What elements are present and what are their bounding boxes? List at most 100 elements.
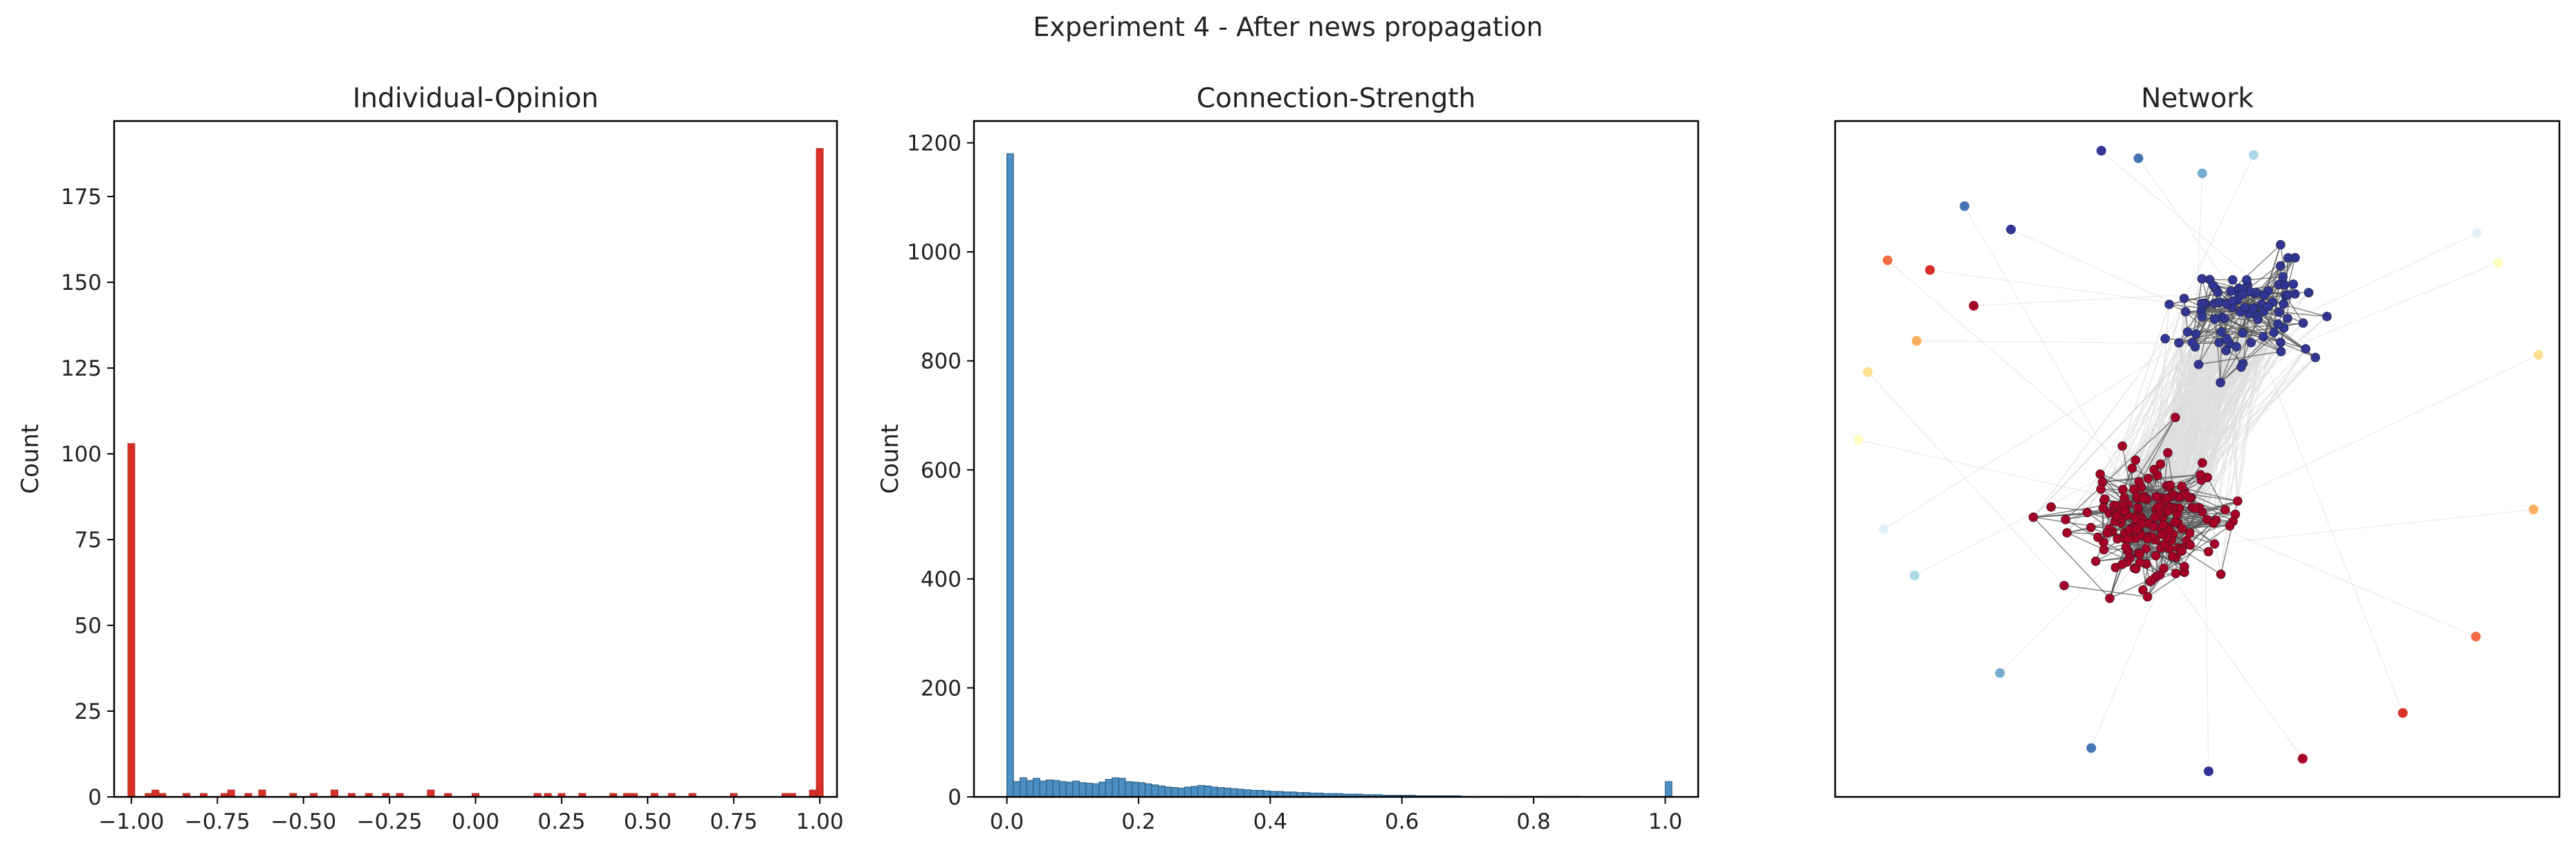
network-node [2151, 492, 2162, 502]
network-node [2193, 360, 2204, 369]
network-node-isolated [2133, 153, 2144, 163]
network-node [2227, 275, 2238, 285]
network-node [2216, 378, 2225, 387]
network-node [2258, 332, 2268, 342]
network-node-isolated [2528, 504, 2539, 515]
network-node [2283, 252, 2293, 263]
network-node [2096, 484, 2106, 494]
y-tick-label: 25 [75, 699, 102, 724]
network-node [2127, 463, 2137, 473]
network-node [2187, 338, 2198, 347]
histogram-bar [1204, 785, 1212, 798]
network-edge [2246, 276, 2283, 281]
network-edge-faint [1867, 371, 2065, 587]
network-node [2086, 522, 2096, 533]
x-tick-label: 0.8 [1516, 809, 1550, 834]
connection-strength-histogram-panel: Connection-Strength Count 0.0 0.2 0.4 0.6 0.8 1… [876, 83, 1700, 834]
network-edge-faint [2169, 298, 2185, 486]
network-node [2095, 469, 2106, 479]
histogram-bar [1052, 780, 1060, 798]
figure-suptitle: Experiment 4 - After news propagation [1033, 12, 1543, 42]
x-tick-label: 0.00 [452, 809, 499, 834]
network-node [2171, 569, 2181, 578]
network-node [2236, 362, 2246, 372]
network-edge [2185, 311, 2244, 364]
network-node [2197, 274, 2207, 284]
network-node [2275, 261, 2285, 271]
network-node [2216, 569, 2226, 579]
network-edge [2126, 520, 2234, 563]
network-node-isolated [1925, 265, 1935, 275]
network-node [2209, 314, 2220, 324]
histogram-bar [1664, 781, 1673, 798]
network-node-isolated [2533, 350, 2543, 360]
network-edge [2065, 416, 2176, 520]
network-node-isolated [2197, 168, 2207, 178]
network-node-isolated [1969, 301, 1979, 311]
network-edge-faint [2032, 338, 2166, 518]
network-edge-faint [2113, 331, 2189, 506]
y-tick-label: 800 [921, 349, 962, 374]
histogram-bar [1072, 780, 1080, 798]
network-node-isolated [2006, 224, 2016, 235]
panel-title: Network [2141, 83, 2254, 114]
network-node [2203, 546, 2214, 557]
y-tick-label: 1200 [907, 131, 962, 156]
axes-frame [973, 120, 1700, 798]
network-node [2226, 286, 2236, 296]
network-node [2099, 544, 2109, 555]
y-tick-label: 50 [75, 614, 102, 638]
network-node [2149, 522, 2159, 531]
histogram-bar [816, 148, 824, 798]
network-node [2174, 338, 2184, 348]
network-node [2132, 524, 2142, 534]
network-node-isolated [2086, 743, 2097, 753]
network-node [2298, 318, 2308, 328]
network-edge-faint [2066, 311, 2202, 533]
network-node [2153, 502, 2163, 512]
network-node [2222, 334, 2232, 344]
network-node [2142, 534, 2153, 544]
network-node [2090, 556, 2101, 567]
network-node-isolated [1909, 570, 1920, 580]
histogram-bar [427, 789, 435, 798]
x-tick-label: 1.00 [796, 809, 844, 834]
network-node [2135, 558, 2145, 567]
network-node [2220, 505, 2230, 515]
network-edge-faint [2140, 333, 2197, 488]
histogram-bar [1211, 787, 1218, 798]
network-node [2310, 352, 2321, 362]
network-edge [2063, 585, 2148, 598]
y-tick-label: 200 [921, 676, 962, 701]
network-edge-faint [2237, 292, 2404, 713]
network-node [2131, 455, 2140, 466]
y-tick-label: 150 [61, 270, 102, 295]
network-node [2180, 306, 2191, 317]
histogram-bar [1020, 777, 1027, 798]
network-node [2209, 518, 2218, 528]
network-node [2253, 314, 2263, 324]
network-node [2061, 515, 2070, 524]
network-edge-faint [2176, 336, 2264, 515]
y-tick-label: 75 [75, 528, 102, 553]
histogram-bar [809, 789, 817, 798]
network-edge [2207, 477, 2226, 511]
network-node [2279, 280, 2290, 290]
network-edge-faint [2164, 154, 2254, 339]
network-edge-faint [2214, 508, 2534, 545]
histogram-bar [227, 789, 235, 798]
network-node-isolated [2493, 258, 2503, 268]
y-tick-label: 125 [61, 356, 102, 381]
histogram-bar [1059, 781, 1067, 798]
y-axis-label: Count [876, 424, 904, 494]
network-node [2098, 503, 2108, 513]
network-node [2221, 346, 2231, 356]
histogram-bar [1118, 778, 1126, 798]
axes-frame [1834, 120, 2561, 798]
network-node [2117, 560, 2127, 569]
network-node [2259, 290, 2269, 300]
network-node [2138, 493, 2149, 504]
y-tick-label: 1000 [907, 240, 962, 265]
histogram-bar [1131, 782, 1139, 798]
